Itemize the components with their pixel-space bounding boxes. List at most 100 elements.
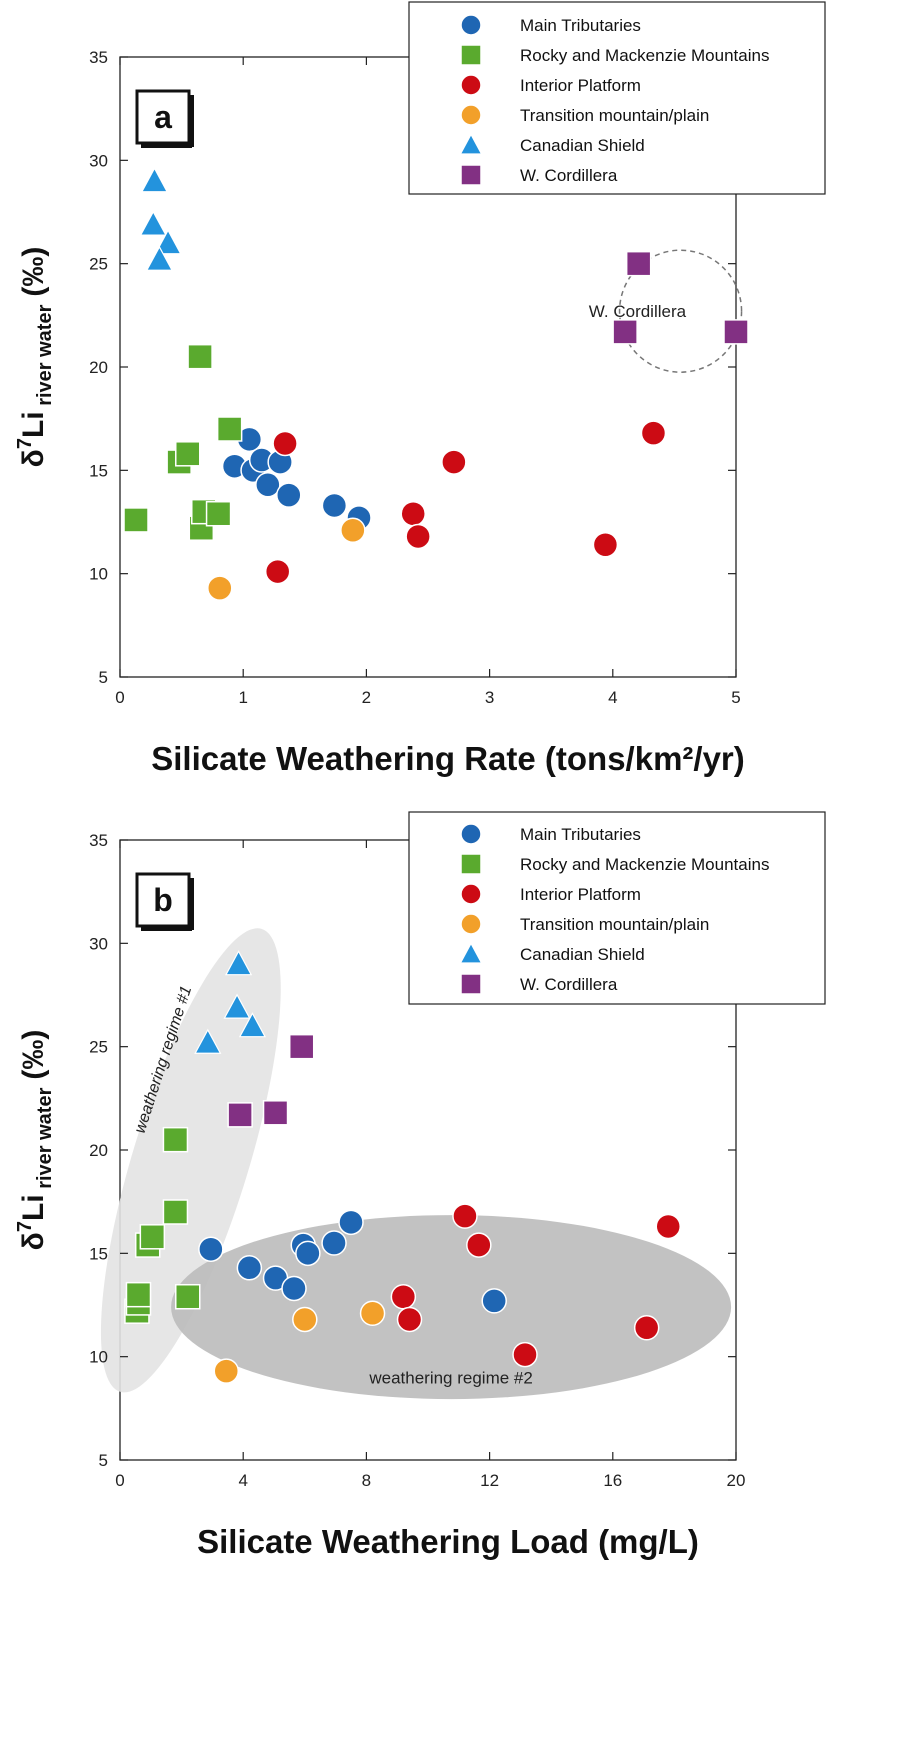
point-w-cordillera [227, 1102, 253, 1128]
y-label-sub: river water [34, 1087, 56, 1194]
series-canadian-shield [139, 167, 182, 271]
legend-marker-main-tributaries [460, 823, 482, 845]
y-label-li: Li [17, 411, 50, 438]
y-tick-label: 20 [89, 358, 108, 377]
point-w-cordillera [262, 1100, 289, 1126]
point-transition-mountain-plain [340, 517, 366, 544]
legend-marker-rocky-and-mackenzie-mountains [460, 853, 482, 875]
x-tick-label: 20 [727, 1471, 746, 1490]
point-rocky-and-mackenzie-mountains [139, 1224, 166, 1250]
legend-label-main-tributaries: Main Tributaries [520, 16, 641, 35]
y-axis-label: δ7Li river water (‰) [14, 247, 56, 468]
panel-letter-box [135, 872, 191, 928]
cordillera-circle [618, 249, 743, 373]
y-label-sup: 7 [14, 438, 36, 449]
point-interior-platform [633, 1314, 660, 1341]
point-rocky-and-mackenzie-mountains [125, 1281, 152, 1308]
point-interior-platform [272, 430, 298, 457]
y-label-sup: 7 [14, 1221, 36, 1232]
legend-label-interior-platform: Interior Platform [520, 885, 641, 904]
x-tick-label: 3 [485, 688, 494, 707]
point-main-tributaries [281, 1275, 307, 1302]
legend-label-canadian-shield: Canadian Shield [520, 136, 645, 155]
point-interior-platform [592, 531, 619, 558]
legend-marker-canadian-shield [459, 942, 483, 964]
y-tick-label: 35 [89, 831, 108, 850]
legend-box [408, 1, 826, 195]
annotation-w-cordillera: W. Cordillera [589, 302, 687, 321]
point-rocky-and-mackenzie-mountains [205, 500, 232, 527]
point-main-tributaries [321, 1230, 347, 1256]
y-tick-label: 35 [89, 48, 108, 67]
legend-label-canadian-shield: Canadian Shield [520, 945, 645, 964]
legend-marker-interior-platform [460, 883, 482, 905]
point-canadian-shield [238, 1012, 267, 1038]
point-interior-platform [396, 1306, 423, 1333]
point-rocky-and-mackenzie-mountains [187, 343, 213, 370]
legend-marker-rocky-and-mackenzie-mountains [460, 44, 482, 66]
point-interior-platform [405, 523, 431, 550]
point-w-cordillera [288, 1033, 315, 1060]
legend-label-main-tributaries: Main Tributaries [520, 825, 641, 844]
point-rocky-and-mackenzie-mountains [216, 416, 243, 442]
regime-1-ellipse [100, 928, 281, 1393]
point-interior-platform [264, 558, 291, 585]
x-tick-label: 4 [608, 688, 617, 707]
point-rocky-and-mackenzie-mountains [123, 507, 149, 533]
x-tick-label: 0 [115, 688, 124, 707]
legend-label-rocky-and-mackenzie-mountains: Rocky and Mackenzie Mountains [520, 46, 769, 65]
series-transition-mountain-plain [213, 1300, 386, 1384]
y-label-li: Li [17, 1194, 50, 1221]
panel-letter-box [135, 89, 191, 145]
x-axis-label: Silicate Weathering Rate (tons/km²/yr) [151, 740, 745, 777]
y-tick-label: 5 [99, 668, 108, 687]
legend-label-w-cordillera: W. Cordillera [520, 975, 618, 994]
legend-label-interior-platform: Interior Platform [520, 76, 641, 95]
series-rocky-and-mackenzie-mountains [123, 343, 243, 541]
y-tick-label: 25 [89, 1038, 108, 1057]
y-label-sub: river water [34, 304, 56, 411]
point-canadian-shield [154, 229, 182, 255]
point-main-tributaries [338, 1209, 364, 1236]
point-rocky-and-mackenzie-mountains [175, 441, 201, 467]
legend-marker-w-cordillera [460, 973, 482, 995]
point-interior-platform [655, 1213, 681, 1240]
legend-label-transition-mountain-plain: Transition mountain/plain [520, 915, 709, 934]
point-canadian-shield [223, 993, 251, 1019]
y-tick-label: 15 [89, 461, 108, 480]
point-interior-platform [441, 449, 467, 475]
x-tick-label: 2 [362, 688, 371, 707]
panel-letter: b [153, 882, 173, 918]
x-tick-label: 1 [238, 688, 247, 707]
point-main-tributaries [481, 1288, 507, 1314]
y-tick-label: 15 [89, 1244, 108, 1263]
series-canadian-shield [194, 950, 267, 1054]
point-canadian-shield [139, 210, 167, 236]
x-tick-label: 4 [238, 1471, 247, 1490]
x-tick-label: 8 [362, 1471, 371, 1490]
point-main-tributaries [255, 472, 281, 498]
annotation-regime-2: weathering regime #2 [368, 1369, 532, 1388]
point-w-cordillera [625, 250, 652, 277]
point-interior-platform [640, 420, 667, 446]
series-transition-mountain-plain [207, 517, 366, 601]
legend-marker-canadian-shield [459, 133, 483, 155]
point-interior-platform [512, 1341, 538, 1368]
point-transition-mountain-plain [213, 1358, 240, 1384]
y-tick-label: 5 [99, 1451, 108, 1470]
y-axis-label: δ7Li river water (‰) [14, 1030, 56, 1251]
series-main-tributaries [198, 1209, 507, 1314]
point-main-tributaries [198, 1236, 224, 1262]
legend-label-w-cordillera: W. Cordillera [520, 166, 618, 185]
y-tick-label: 30 [89, 934, 108, 953]
series-main-tributaries [221, 426, 372, 531]
legend-marker-transition-mountain-plain [460, 913, 482, 935]
panel-letter: a [154, 99, 172, 135]
legend-label-rocky-and-mackenzie-mountains: Rocky and Mackenzie Mountains [520, 855, 769, 874]
point-canadian-shield [194, 1028, 222, 1054]
x-tick-label: 12 [480, 1471, 499, 1490]
y-label-delta: δ [17, 449, 50, 467]
point-canadian-shield [140, 167, 169, 193]
